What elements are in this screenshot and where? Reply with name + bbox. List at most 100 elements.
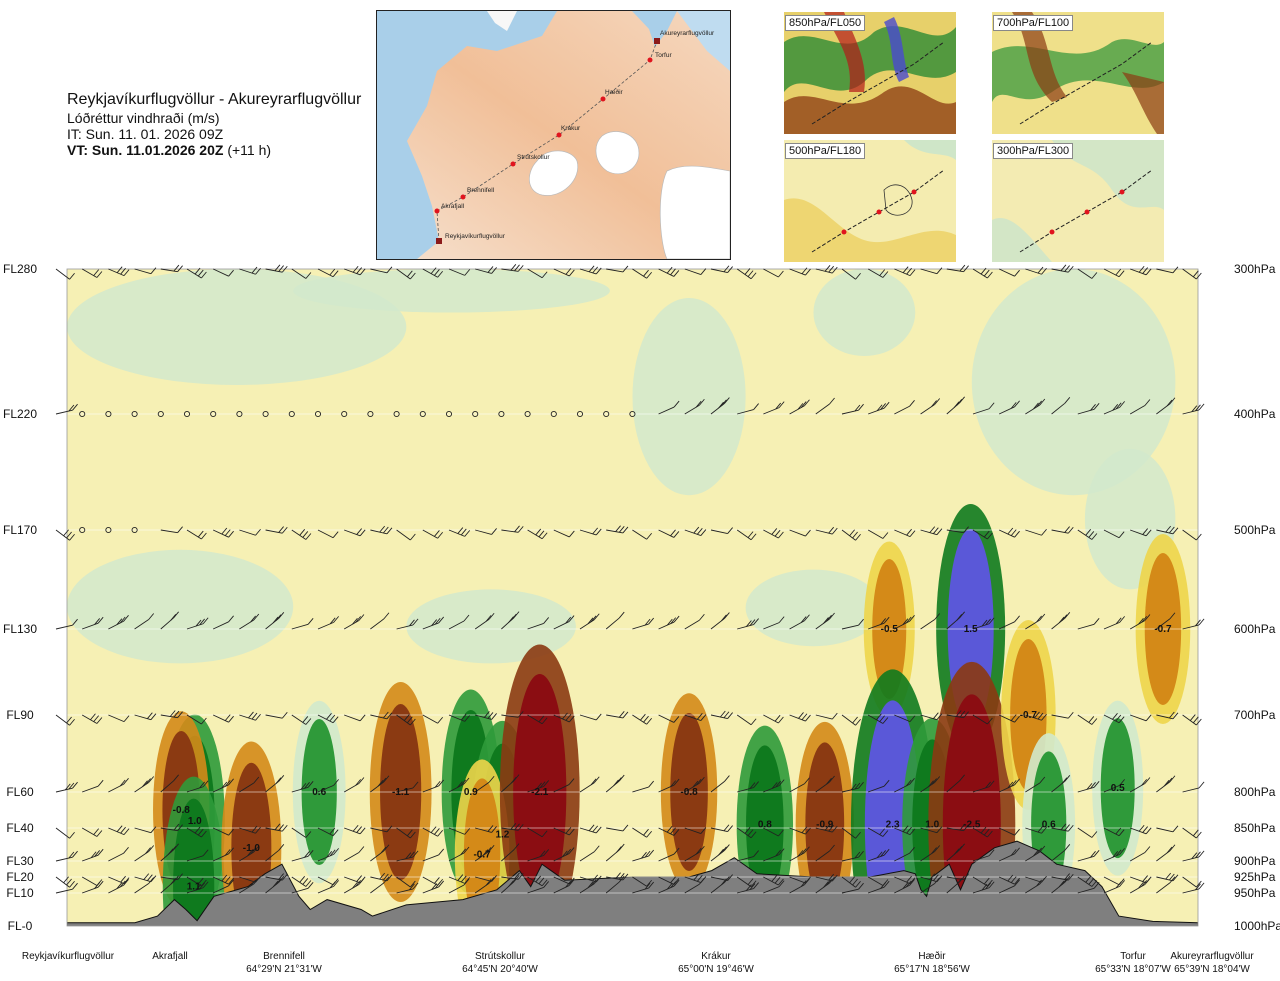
wind-barb-feather — [1192, 270, 1199, 278]
wind-barb-feather — [956, 846, 963, 853]
wind-barb — [527, 529, 543, 540]
wind-barb-feather — [1091, 831, 1098, 838]
wind-barb-feather — [1196, 831, 1202, 839]
calm-wind-circle — [105, 526, 112, 534]
wind-barb-feather — [829, 397, 835, 405]
wind-barb — [317, 268, 334, 278]
wind-barb-feather — [855, 831, 861, 839]
wind-barb — [527, 714, 543, 725]
wind-barb — [1156, 714, 1174, 720]
wind-barb-feather — [1145, 529, 1152, 537]
wind-barb-feather — [278, 873, 284, 880]
wind-barb-feather — [988, 617, 995, 625]
wind-barb-feather — [565, 714, 572, 721]
wind-barb-feather — [224, 849, 231, 856]
wind-barb-feather — [150, 267, 157, 274]
wind-barb-feather — [488, 844, 495, 852]
wind-barb-feather — [116, 266, 123, 274]
wind-barb-feather — [379, 872, 386, 880]
thumbnail-700hpa[interactable]: 700hPa/FL100 — [992, 12, 1164, 134]
wind-barb-feather — [670, 881, 677, 888]
wind-barb-feather — [1007, 874, 1014, 882]
calm-wind-circle — [550, 410, 557, 418]
wind-barb-feather — [747, 878, 754, 885]
wind-barb-feather — [648, 849, 655, 857]
wind-barb-feather — [718, 848, 724, 856]
thumbnail-850hpa[interactable]: 850hPa/FL050 — [784, 12, 956, 134]
wind-barb — [291, 855, 309, 862]
wind-barb-feather — [618, 774, 625, 782]
calm-wind-circle — [131, 526, 138, 534]
wind-barb — [553, 784, 570, 793]
wind-barb — [1025, 782, 1041, 793]
wind-barb — [55, 856, 73, 862]
wind-barb-feather — [302, 878, 309, 885]
thumbnail-500hpa[interactable]: 500hPa/FL180 — [784, 140, 956, 262]
wind-barb-feather — [299, 876, 306, 883]
wind-barb — [55, 409, 73, 415]
wind-barb-feather — [517, 526, 524, 533]
wind-barb-feather — [333, 616, 339, 623]
wind-barb — [396, 529, 411, 541]
wind-barb-feather — [1010, 714, 1017, 721]
wind-barb-feather — [747, 531, 754, 538]
wind-barb — [841, 714, 856, 726]
wind-barb-feather — [1141, 880, 1148, 887]
wind-barb-feather — [68, 404, 75, 412]
wind-barb-feather — [852, 716, 858, 724]
wind-barb-feather — [618, 875, 625, 883]
wind-barb-feather — [510, 776, 517, 784]
wind-barb-feather — [723, 711, 730, 719]
wind-barb-feather — [828, 265, 835, 273]
wind-barb-feather — [959, 611, 965, 619]
wind-barb — [160, 827, 178, 832]
wind-barb-feather — [97, 848, 104, 856]
wind-barb — [343, 852, 360, 862]
wind-barb-feather — [202, 881, 209, 889]
wind-barb-feather — [593, 845, 600, 853]
wind-barb-feather — [120, 826, 126, 834]
wind-barb-feather — [849, 876, 855, 884]
wind-barb-feather — [1061, 878, 1068, 885]
wind-barb — [710, 268, 728, 273]
wind-barb-feather — [988, 780, 995, 788]
wind-barb-feather — [1091, 533, 1098, 540]
wind-barb — [475, 876, 492, 882]
wind-barb-feather — [431, 619, 438, 626]
wind-barb — [1077, 529, 1093, 540]
pressure-level-label: 800hPa — [1234, 785, 1276, 799]
thumbnail-300hpa[interactable]: 300hPa/FL300 — [992, 140, 1164, 262]
wind-barb-feather — [145, 847, 151, 854]
wind-barb-feather — [1138, 824, 1145, 832]
wind-barb — [1182, 876, 1197, 888]
wind-barb — [737, 856, 754, 862]
wind-barb — [1130, 529, 1147, 537]
thumbnail-label: 700hPa/FL100 — [993, 15, 1074, 31]
wind-barb — [920, 883, 935, 894]
wind-barb — [239, 827, 256, 834]
wind-barb-feather — [541, 830, 548, 838]
wind-barb-feather — [202, 780, 209, 788]
wind-barb-feather — [228, 847, 234, 855]
wind-barb-feather — [1145, 268, 1152, 276]
wind-barb-feather — [460, 779, 467, 787]
wind-barb-feather — [980, 267, 987, 275]
wind-barb-feather — [386, 266, 393, 274]
wind-barb — [841, 268, 856, 280]
wind-barb-feather — [1039, 845, 1046, 853]
wind-barb-feather — [299, 529, 306, 536]
wind-barb-feather — [568, 715, 575, 723]
wind-barb-feather — [123, 777, 129, 785]
location-label: Krákur 65°00'N 19°46'W — [646, 950, 786, 976]
wind-barb-feather — [457, 781, 463, 788]
wind-barb — [1025, 268, 1042, 275]
wind-barb-feather — [307, 618, 314, 625]
wind-barb-feather — [434, 269, 440, 276]
wind-barb — [789, 268, 806, 276]
wind-barb-feather — [749, 619, 756, 626]
wind-barb-feather — [123, 614, 129, 622]
wind-barb-feather — [120, 875, 126, 883]
wind-barb-feather — [253, 845, 260, 853]
wind-barb — [265, 849, 280, 862]
wind-barb-feather — [959, 396, 965, 404]
